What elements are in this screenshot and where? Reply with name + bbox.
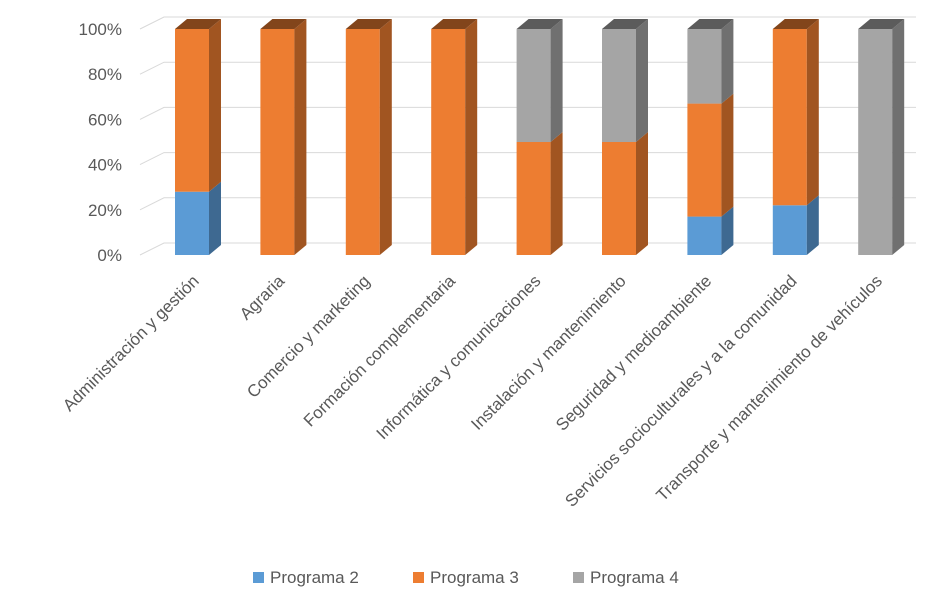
legend-swatch <box>253 572 264 583</box>
bar-segment <box>602 29 636 142</box>
bar-top-face <box>687 19 734 29</box>
bar-top-face <box>260 19 307 29</box>
bar-segment-side <box>465 19 478 255</box>
y-tick-label: 100% <box>79 20 122 39</box>
bar-segment <box>687 216 722 255</box>
gridline <box>139 16 916 30</box>
bar-segment-side <box>209 19 221 192</box>
legend-swatch <box>573 572 584 583</box>
bar-top-face <box>516 19 563 29</box>
x-category-label: Instalación y mantenimiento <box>467 271 629 433</box>
bar-segment-side <box>550 19 563 142</box>
bar-segment <box>516 142 551 255</box>
bar-segment-side <box>294 19 307 255</box>
bar-segment-side <box>806 195 819 255</box>
legend-item: Programa 2 <box>253 568 359 587</box>
x-axis-category-labels: Administración y gestión AgrariaComercio … <box>59 271 886 511</box>
gridline <box>139 152 916 166</box>
y-axis-tick-labels: 0% 20% 40% 60% 80% 100% <box>79 20 122 265</box>
x-category-label: Administración y gestión <box>59 271 203 415</box>
legend-item: Programa 4 <box>573 568 679 587</box>
legend-label: Programa 2 <box>270 568 359 587</box>
y-tick-label: 0% <box>97 246 122 265</box>
bar-top-face <box>431 19 478 29</box>
bar-segment <box>687 103 722 217</box>
legend-swatch <box>413 572 424 583</box>
bar-segment-side <box>209 181 221 255</box>
x-category-label: Formación complementaria <box>300 271 459 430</box>
legend: Programa 2 Programa 3 Programa 4 <box>253 568 679 587</box>
y-tick-label: 40% <box>88 156 122 175</box>
bar-segment-side <box>636 132 648 255</box>
bar-segment <box>431 29 466 255</box>
gridline <box>139 61 916 75</box>
legend-label: Programa 4 <box>590 568 679 587</box>
bar-segment <box>687 29 722 104</box>
bars <box>175 19 905 255</box>
bar-segment <box>602 142 636 255</box>
bar-segment-side <box>636 19 648 142</box>
bar-segment <box>175 191 209 255</box>
bar-segment-side <box>379 19 392 255</box>
legend-label: Programa 3 <box>430 568 519 587</box>
bar-segment <box>175 29 209 192</box>
gridlines <box>139 16 916 256</box>
gridline <box>139 242 916 256</box>
bar-segment <box>260 29 295 255</box>
bar-top-face <box>345 19 392 29</box>
x-category-label: Agraria <box>236 271 289 324</box>
bar-segment-side <box>721 93 734 217</box>
y-tick-label: 80% <box>88 65 122 84</box>
x-category-label: Informática y comunicaciones <box>373 271 545 443</box>
x-category-label: Seguridad y medioambiente <box>552 271 715 434</box>
bar-top-face <box>602 19 648 29</box>
bar-segment-side <box>892 19 905 255</box>
bar-segment-side <box>806 19 819 206</box>
bar-segment-side <box>721 206 734 255</box>
bar-segment <box>858 29 893 255</box>
bar-segment-side <box>550 132 563 255</box>
bar-segment <box>772 29 807 206</box>
bar-segment <box>772 205 807 255</box>
legend-item: Programa 3 <box>413 568 519 587</box>
bar-top-face <box>858 19 905 29</box>
bar-top-face <box>772 19 819 29</box>
gridline <box>139 106 916 120</box>
bar-segment-side <box>721 19 734 104</box>
y-tick-label: 20% <box>88 201 122 220</box>
bar-segment <box>345 29 380 255</box>
bar-segment <box>516 29 551 142</box>
bar-top-face <box>175 19 221 29</box>
gridline <box>139 197 916 211</box>
y-tick-label: 60% <box>88 110 122 129</box>
